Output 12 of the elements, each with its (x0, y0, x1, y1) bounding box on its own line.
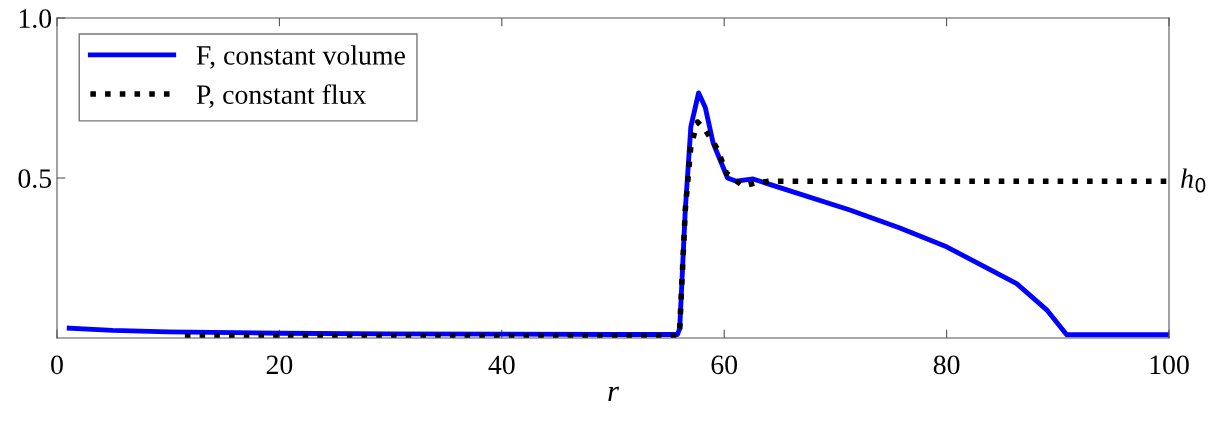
annotation: h$_{0}$ (1181, 168, 1206, 193)
legend-label: P, constant flux (196, 84, 367, 109)
x-tick-label: 40 (488, 355, 515, 375)
x-tick-label: 60 (711, 355, 738, 375)
x-tick-label: 0 (51, 355, 63, 375)
x-tick-label: 80 (933, 355, 960, 375)
x-axis-title: r (608, 386, 620, 402)
x-tick-label: 20 (266, 355, 293, 375)
y-tick-label: 1.0 (19, 9, 52, 29)
legend-label: F, constant volume (196, 45, 405, 69)
x-tick-label: 100 (1150, 355, 1189, 375)
y-tick-label: 0.5 (18, 169, 52, 189)
